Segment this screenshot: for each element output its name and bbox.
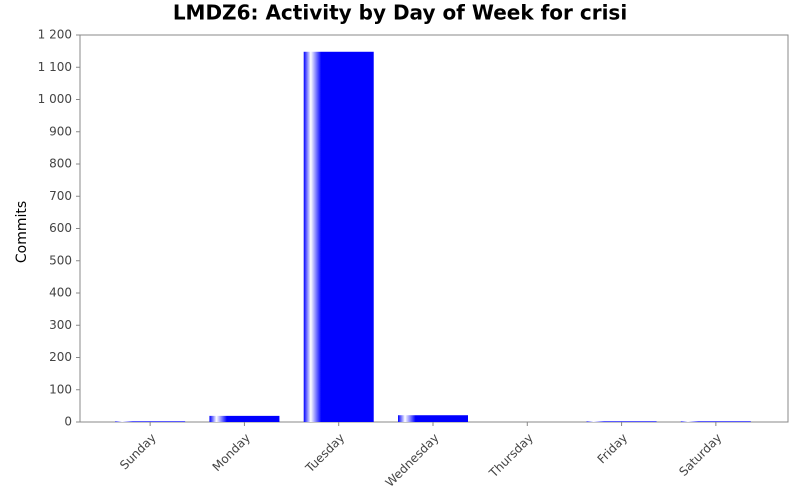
x-tick-label: Sunday [117,431,159,473]
x-tick-label: Monday [210,431,253,474]
x-tick-label: Friday [595,431,631,467]
bar [680,421,751,422]
x-tick-label: Thursday [486,431,536,481]
x-tick-label: Saturday [676,431,724,479]
bar [209,415,280,422]
x-tick-label: Wednesday [383,431,442,490]
y-tick-label: 600 [49,221,72,235]
y-axis-label: Commits [14,201,30,263]
x-tick-label: Tuesday [302,431,347,476]
y-tick-label: 400 [49,286,72,300]
chart-title: LMDZ6: Activity by Day of Week for crisi [173,1,627,25]
plot-area [79,34,789,423]
bar [586,421,657,422]
y-tick-label: 200 [49,350,72,364]
bar [303,51,374,423]
bar [398,415,468,422]
y-tick-label: 0 [64,415,72,429]
y-tick-label: 500 [49,253,72,267]
y-tick-label: 1 000 [38,92,72,106]
y-tick-label: 1 200 [38,28,72,42]
y-tick-label: 900 [49,124,72,138]
y-tick-label: 700 [49,189,72,203]
bar [115,421,186,422]
y-tick-label: 300 [49,318,72,332]
y-tick-label: 100 [49,382,72,396]
y-tick-label: 800 [49,157,72,171]
y-tick-label: 1 100 [38,60,72,74]
